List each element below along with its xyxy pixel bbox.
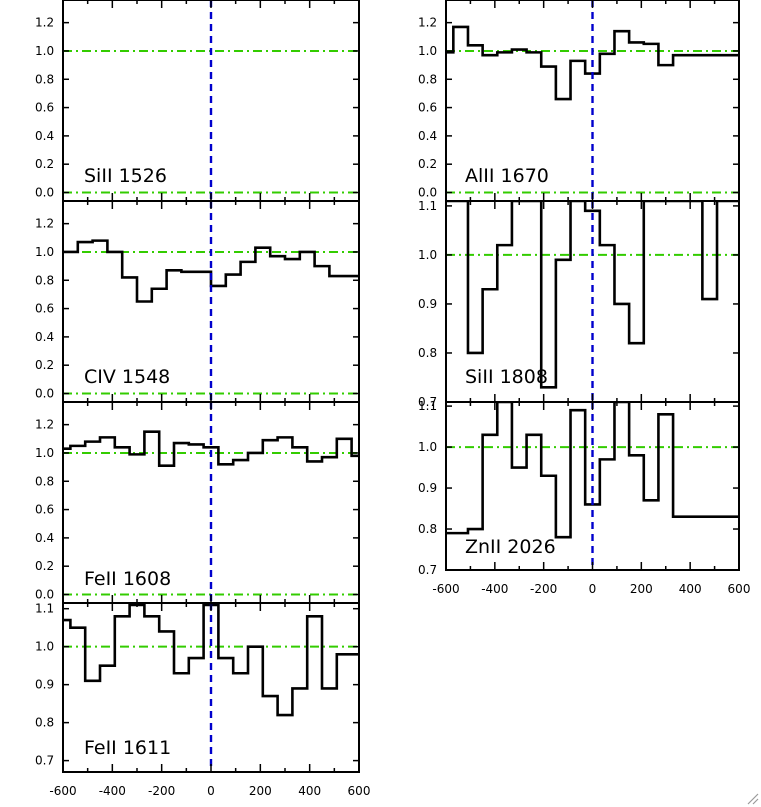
ion-label: FeII 1608 (84, 568, 171, 590)
y-tick-label: 0.4 (35, 330, 54, 344)
y-tick-label: 0.2 (35, 559, 54, 573)
ion-label: SiII 1808 (465, 366, 548, 388)
panel-siii-1808: 0.7 0.8 0.9 1.0 1.1 SiII 1808 (418, 199, 740, 409)
x-tick-label: 0 (207, 784, 215, 798)
ion-label: CIV 1548 (84, 366, 170, 388)
y-tick-label: 0.8 (418, 522, 437, 536)
y-tick-label: 0.8 (35, 716, 54, 730)
y-tick-label: 0.8 (418, 346, 437, 360)
y-tick-label: 0.4 (418, 129, 437, 143)
y-tick-label: 0.8 (35, 273, 54, 287)
y-tick-label: 1.1 (35, 602, 54, 616)
y-tick-label: 0.8 (418, 72, 437, 86)
y-tick-label: 0.6 (418, 101, 437, 115)
y-tick-label: 0.0 (418, 186, 437, 200)
x-tick-label: 600 (728, 582, 751, 596)
y-tick-label: 1.0 (418, 44, 437, 58)
y-tick-label: 0.4 (35, 531, 54, 545)
ion-label: SiII 1526 (84, 165, 167, 187)
y-tick-label: 0.0 (35, 588, 54, 602)
x-tick-label: 400 (298, 784, 321, 798)
y-tick-label: 1.2 (35, 16, 54, 30)
y-tick-label: 1.0 (35, 446, 54, 460)
x-tick-label: -400 (481, 582, 508, 596)
resize-grip-icon[interactable] (745, 791, 759, 805)
x-tick-label: -600 (49, 784, 76, 798)
spectrum-line (446, 201, 739, 389)
y-tick-label: 0.7 (418, 563, 437, 577)
y-tick-label: 1.2 (418, 16, 437, 30)
ion-label: FeII 1611 (84, 737, 171, 759)
ion-label: ZnII 2026 (465, 536, 556, 558)
y-tick-label: 0.7 (35, 754, 54, 768)
y-tick-label: 0.0 (35, 387, 54, 401)
panel-siii-1526: 0.0 0.2 0.4 0.6 0.8 1.0 1.2 SiII 1526 (35, 0, 360, 202)
panel-civ-1548: 0.0 0.2 0.4 0.6 0.8 1.0 1.2 CIV 1548 (35, 200, 360, 403)
y-tick-label: 1.0 (418, 248, 437, 262)
y-tick-label: 0.8 (35, 474, 54, 488)
x-tick-label: -200 (530, 582, 557, 596)
panel-feii-1608: 0.0 0.2 0.4 0.6 0.8 1.0 1.2 FeII 1608 (35, 401, 360, 604)
y-tick-label: 0.9 (418, 481, 437, 495)
y-tick-label: 1.1 (418, 399, 437, 413)
y-tick-label: 0.6 (35, 101, 54, 115)
y-tick-label: 0.2 (35, 358, 54, 372)
spectrum-line (446, 25, 739, 101)
x-tick-label: 200 (630, 582, 653, 596)
spectrum-line (63, 430, 359, 467)
y-tick-label: 0.0 (35, 186, 54, 200)
panel-alii-1670: 0.0 0.2 0.4 0.6 0.8 1.0 1.2 AlII 1670 (418, 0, 740, 202)
x-tick-label: 600 (348, 784, 371, 798)
y-tick-label: 0.9 (418, 297, 437, 311)
panel-feii-1611: 0.7 0.8 0.9 1.0 1.1 -600 -400 -200 0 200 400 600 FeI… (35, 602, 370, 798)
y-tick-label: 0.2 (35, 157, 54, 171)
x-tick-label: 0 (589, 582, 597, 596)
x-tick-label: -200 (148, 784, 175, 798)
x-tick-label: 200 (249, 784, 272, 798)
y-tick-label: 0.9 (35, 678, 54, 692)
x-tick-label: -600 (432, 582, 459, 596)
y-tick-label: 1.1 (418, 199, 437, 213)
spectrum-line (446, 402, 739, 539)
y-tick-label: 0.2 (418, 157, 437, 171)
y-tick-label: 1.0 (35, 640, 54, 654)
ion-label: AlII 1670 (465, 165, 549, 187)
panel-znii-2026: 0.7 0.8 0.9 1.0 1.1 -600 -400 -200 0 200 400 600 ZnI… (418, 399, 750, 596)
y-tick-label: 1.0 (35, 245, 54, 259)
y-tick-label: 1.2 (35, 217, 54, 231)
y-tick-label: 0.4 (35, 129, 54, 143)
y-tick-label: 1.0 (35, 44, 54, 58)
y-tick-label: 0.6 (35, 302, 54, 316)
x-tick-label: -400 (99, 784, 126, 798)
y-tick-label: 0.8 (35, 72, 54, 86)
x-tick-label: 400 (679, 582, 702, 596)
y-tick-label: 0.6 (35, 503, 54, 517)
spectrum-line (63, 603, 359, 717)
y-tick-label: 1.0 (418, 440, 437, 454)
y-tick-label: 0.7 (418, 395, 437, 409)
y-tick-label: 1.2 (35, 418, 54, 432)
